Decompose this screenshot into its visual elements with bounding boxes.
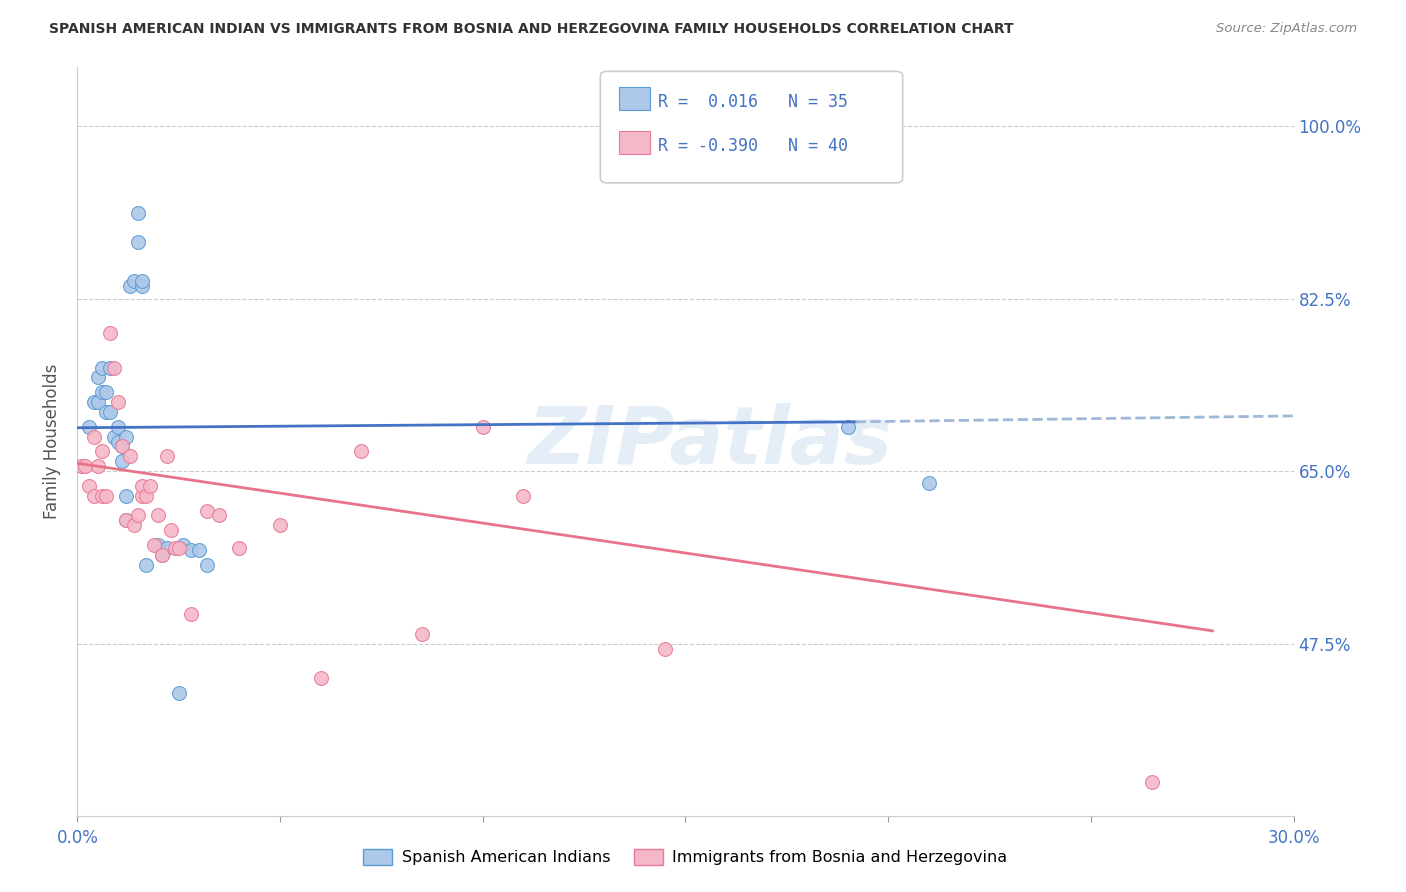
- Point: [135, 489, 157, 503]
- Point: [188, 543, 211, 558]
- Point: [131, 479, 153, 493]
- Point: [167, 686, 190, 700]
- Point: [83, 429, 105, 443]
- Point: [127, 206, 149, 220]
- Point: [103, 429, 125, 443]
- Point: [90, 360, 112, 375]
- Point: [86, 395, 108, 409]
- Point: [111, 440, 134, 454]
- Point: [155, 450, 177, 464]
- Text: SPANISH AMERICAN INDIAN VS IMMIGRANTS FROM BOSNIA AND HERZEGOVINA FAMILY HOUSEHO: SPANISH AMERICAN INDIAN VS IMMIGRANTS FR…: [49, 22, 1014, 37]
- Point: [918, 475, 941, 490]
- Point: [152, 548, 174, 562]
- Point: [122, 274, 145, 288]
- Point: [127, 508, 149, 523]
- Y-axis label: Family Households: Family Households: [44, 364, 62, 519]
- Point: [512, 489, 534, 503]
- Point: [309, 671, 332, 685]
- Point: [111, 440, 134, 454]
- Point: [167, 541, 190, 555]
- Point: [471, 419, 494, 434]
- Point: [195, 558, 218, 572]
- Point: [195, 503, 218, 517]
- Point: [143, 538, 166, 552]
- Text: ZIPatlas: ZIPatlas: [527, 402, 893, 481]
- Point: [172, 538, 194, 552]
- Point: [83, 395, 105, 409]
- Point: [79, 479, 101, 493]
- Point: [115, 489, 138, 503]
- Point: [135, 558, 157, 572]
- Point: [122, 518, 145, 533]
- Point: [350, 444, 373, 458]
- Point: [79, 419, 101, 434]
- Point: [70, 459, 93, 474]
- Text: R =  0.016   N = 35: R = 0.016 N = 35: [658, 93, 848, 111]
- Point: [75, 459, 97, 474]
- Point: [163, 541, 186, 555]
- Point: [155, 541, 177, 555]
- Point: [98, 326, 121, 340]
- Point: [127, 235, 149, 250]
- Point: [94, 489, 117, 503]
- Point: [159, 523, 181, 537]
- Point: [107, 395, 129, 409]
- Point: [107, 419, 129, 434]
- Point: [208, 508, 231, 523]
- Point: [103, 360, 125, 375]
- Point: [111, 454, 134, 468]
- Point: [90, 489, 112, 503]
- Point: [131, 489, 153, 503]
- Point: [118, 450, 141, 464]
- Point: [148, 508, 170, 523]
- Point: [98, 405, 121, 419]
- Point: [94, 385, 117, 400]
- Point: [83, 489, 105, 503]
- Point: [98, 360, 121, 375]
- Point: [131, 278, 153, 293]
- Point: [131, 274, 153, 288]
- Point: [115, 513, 138, 527]
- Legend: Spanish American Indians, Immigrants from Bosnia and Herzegovina: Spanish American Indians, Immigrants fro…: [357, 843, 1014, 871]
- Point: [654, 641, 676, 656]
- Point: [115, 513, 138, 527]
- Point: [411, 627, 433, 641]
- Point: [152, 548, 174, 562]
- Point: [180, 607, 202, 621]
- Point: [139, 479, 162, 493]
- Point: [115, 429, 138, 443]
- Point: [180, 543, 202, 558]
- Point: [269, 518, 291, 533]
- Point: [90, 444, 112, 458]
- Point: [228, 541, 250, 555]
- Point: [86, 459, 108, 474]
- Text: Source: ZipAtlas.com: Source: ZipAtlas.com: [1216, 22, 1357, 36]
- Point: [1140, 774, 1163, 789]
- Point: [107, 434, 129, 449]
- Point: [148, 538, 170, 552]
- Point: [86, 370, 108, 384]
- Point: [837, 419, 859, 434]
- Point: [90, 385, 112, 400]
- Point: [118, 278, 141, 293]
- Point: [94, 405, 117, 419]
- Text: R = -0.390   N = 40: R = -0.390 N = 40: [658, 137, 848, 155]
